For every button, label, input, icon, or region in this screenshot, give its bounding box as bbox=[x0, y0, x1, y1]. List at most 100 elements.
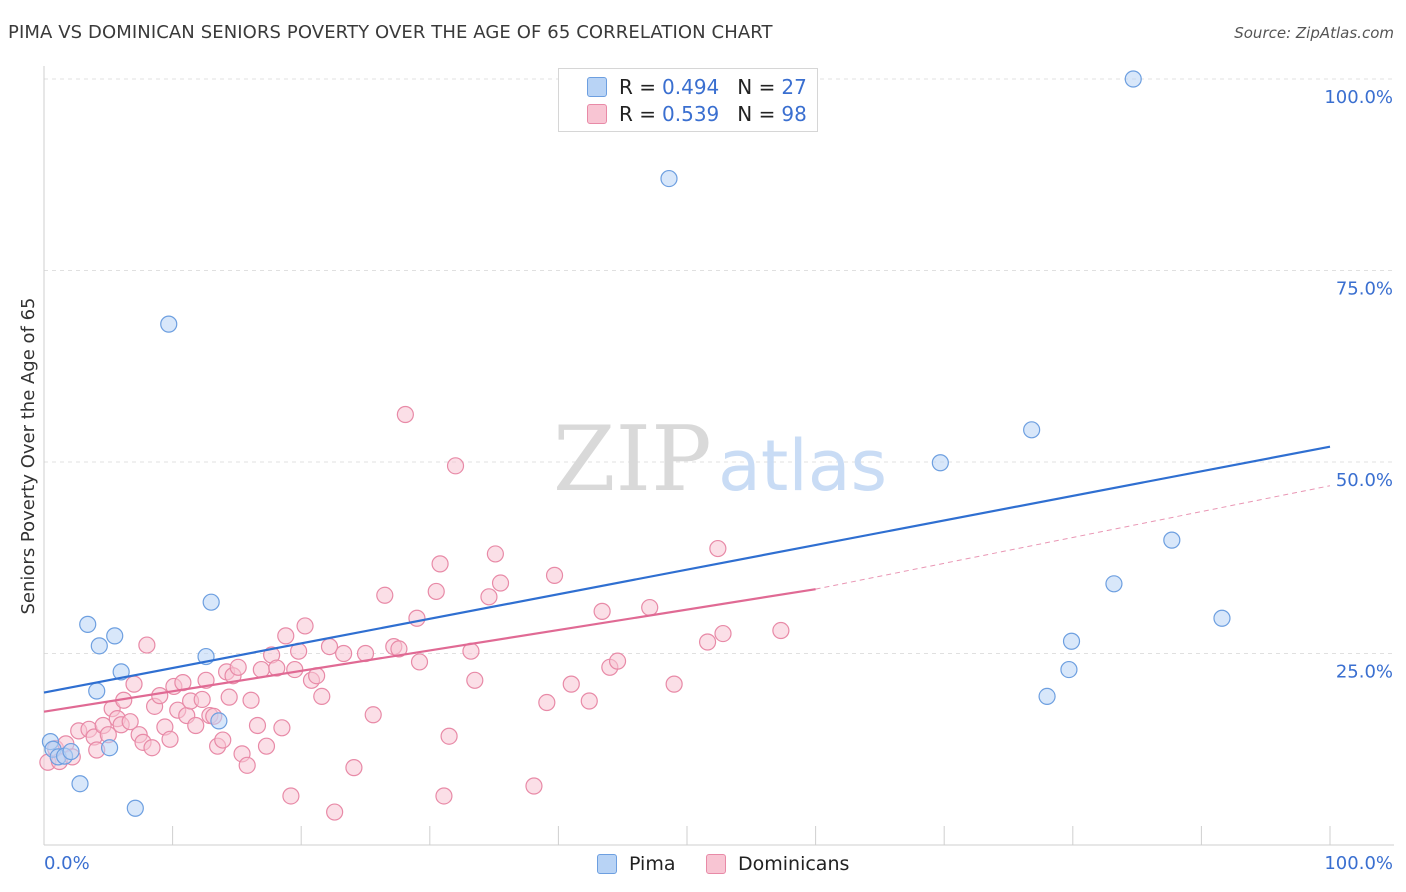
dominicans-point-59 bbox=[326, 803, 344, 821]
y-axis-label: Seniors Poverty Over the Age of 65 bbox=[18, 298, 39, 615]
pima-point-19 bbox=[1023, 421, 1041, 439]
dominicans-point-72 bbox=[435, 787, 453, 805]
dominicans-trend-extension bbox=[815, 485, 1331, 590]
dominicans-r-value: 0.539 bbox=[662, 102, 720, 126]
dominicans-trend-line bbox=[43, 588, 816, 713]
dominicans-point-92 bbox=[714, 624, 732, 643]
dominicans-point-64 bbox=[376, 586, 394, 604]
dominicans-point-51 bbox=[282, 787, 300, 805]
dominicans-n-value: 98 bbox=[781, 102, 807, 126]
dominicans-point-31 bbox=[193, 690, 211, 709]
pima-point-17 bbox=[660, 169, 678, 188]
pima-point-26 bbox=[1124, 70, 1142, 88]
pima-r-value: 0.494 bbox=[662, 75, 720, 99]
dominicans-point-22 bbox=[151, 687, 169, 705]
dominicans-point-48 bbox=[268, 659, 286, 677]
y-tick-label-100: 100.0% bbox=[1324, 87, 1393, 108]
legend-pima-label: Pima bbox=[629, 853, 676, 875]
chart-title: PIMA VS DOMINICAN SENIORS POVERTY OVER T… bbox=[8, 22, 773, 43]
dominicans-point-20 bbox=[143, 739, 161, 757]
pima-point-15 bbox=[210, 712, 228, 730]
dominicans-point-69 bbox=[410, 653, 429, 671]
pima-point-8 bbox=[90, 637, 108, 655]
pima-point-10 bbox=[106, 627, 124, 645]
dominicans-point-82 bbox=[545, 566, 564, 584]
dominicans-point-77 bbox=[480, 588, 498, 606]
axes bbox=[43, 66, 1394, 846]
pima-point-7 bbox=[88, 682, 106, 700]
correlation-legend: R = 0.494 N = 27 R = 0.539 N = 98 bbox=[558, 68, 818, 132]
dominicans-point-91 bbox=[709, 539, 727, 558]
legend-row-pima: R = 0.494 N = 27 bbox=[587, 74, 807, 100]
dominicans-point-89 bbox=[665, 675, 683, 693]
pima-point-20 bbox=[1062, 632, 1081, 650]
dominicans-n-label: N = bbox=[737, 102, 776, 126]
pima-point-24 bbox=[1163, 531, 1181, 549]
dominicans-point-68 bbox=[408, 609, 426, 627]
pima-point-21 bbox=[1060, 660, 1078, 679]
pima-point-13 bbox=[160, 315, 178, 333]
tick-labels: 25.0% 50.0% 75.0% 100.0% 0.0% 100.0% bbox=[44, 87, 1393, 874]
dominicans-point-73 bbox=[440, 727, 458, 745]
dominicans-point-36 bbox=[214, 731, 232, 749]
dominicans-point-93 bbox=[772, 621, 790, 640]
legend-item-pima: Pima bbox=[597, 852, 675, 876]
dominicans-point-70 bbox=[427, 582, 445, 601]
pima-point-18 bbox=[931, 454, 949, 472]
y-tick-label-75: 75.0% bbox=[1336, 279, 1393, 300]
dominicans-point-24 bbox=[161, 730, 179, 748]
dominicans-point-57 bbox=[313, 687, 331, 705]
dominicans-point-83 bbox=[562, 675, 580, 693]
dominicans-point-38 bbox=[220, 688, 238, 706]
pima-point-25 bbox=[1213, 609, 1231, 627]
dominicans-point-71 bbox=[431, 555, 449, 573]
dominicans-point-81 bbox=[538, 693, 556, 712]
x-tick-label-start: 0.0% bbox=[44, 853, 90, 874]
chart-source: Source: ZipAtlas.com bbox=[1234, 24, 1394, 42]
watermark-zip: ZIP bbox=[553, 407, 712, 512]
dominicans-point-58 bbox=[320, 638, 339, 656]
pima-point-16 bbox=[202, 593, 220, 611]
pima-r-label: R = bbox=[619, 75, 657, 99]
dominicans-point-87 bbox=[608, 652, 627, 670]
dominicans-point-79 bbox=[491, 574, 510, 592]
dominicans-point-85 bbox=[593, 602, 611, 620]
dominicans-point-52 bbox=[286, 660, 304, 679]
trend-lines bbox=[43, 445, 1331, 713]
dominicans-point-88 bbox=[641, 598, 659, 617]
legend-item-dominicans: Dominicans bbox=[706, 852, 849, 876]
dominicans-point-30 bbox=[187, 716, 205, 735]
dominicans-point-67 bbox=[396, 405, 414, 424]
pima-point-9 bbox=[100, 739, 119, 757]
dominicans-point-40 bbox=[229, 658, 247, 676]
dominicans-point-78 bbox=[486, 545, 504, 563]
dominicans-point-44 bbox=[248, 716, 267, 735]
watermark-atlas: atlas bbox=[718, 425, 887, 507]
dominicans-point-42 bbox=[238, 756, 256, 774]
dominicans-point-45 bbox=[252, 660, 270, 679]
dominicans-point-84 bbox=[580, 692, 598, 710]
pima-n-label: N = bbox=[737, 75, 776, 99]
series-pima bbox=[41, 70, 1231, 817]
legend-dominicans-swatch bbox=[706, 854, 726, 874]
dominicans-point-43 bbox=[242, 691, 260, 709]
y-tick-label-50: 50.0% bbox=[1336, 470, 1393, 491]
legend-pima-swatch bbox=[597, 854, 617, 874]
dominicans-point-60 bbox=[335, 644, 353, 663]
pima-point-23 bbox=[1105, 575, 1123, 593]
pima-point-11 bbox=[112, 663, 130, 681]
pima-point-6 bbox=[79, 615, 97, 633]
dominicans-point-90 bbox=[698, 633, 717, 651]
legend-dominicans-label: Dominicans bbox=[738, 853, 850, 875]
dominicans-point-19 bbox=[138, 636, 156, 654]
dominicans-point-80 bbox=[525, 777, 543, 795]
dominicans-point-16 bbox=[125, 675, 143, 693]
x-tick-label-end: 100.0% bbox=[1324, 853, 1393, 874]
dominicans-point-63 bbox=[364, 706, 382, 724]
dominicans-point-46 bbox=[257, 737, 276, 755]
legend-row-dominicans: R = 0.539 N = 98 bbox=[587, 101, 807, 127]
pima-point-22 bbox=[1038, 687, 1056, 705]
dominicans-point-50 bbox=[277, 627, 295, 645]
dominicans-point-66 bbox=[390, 640, 408, 658]
